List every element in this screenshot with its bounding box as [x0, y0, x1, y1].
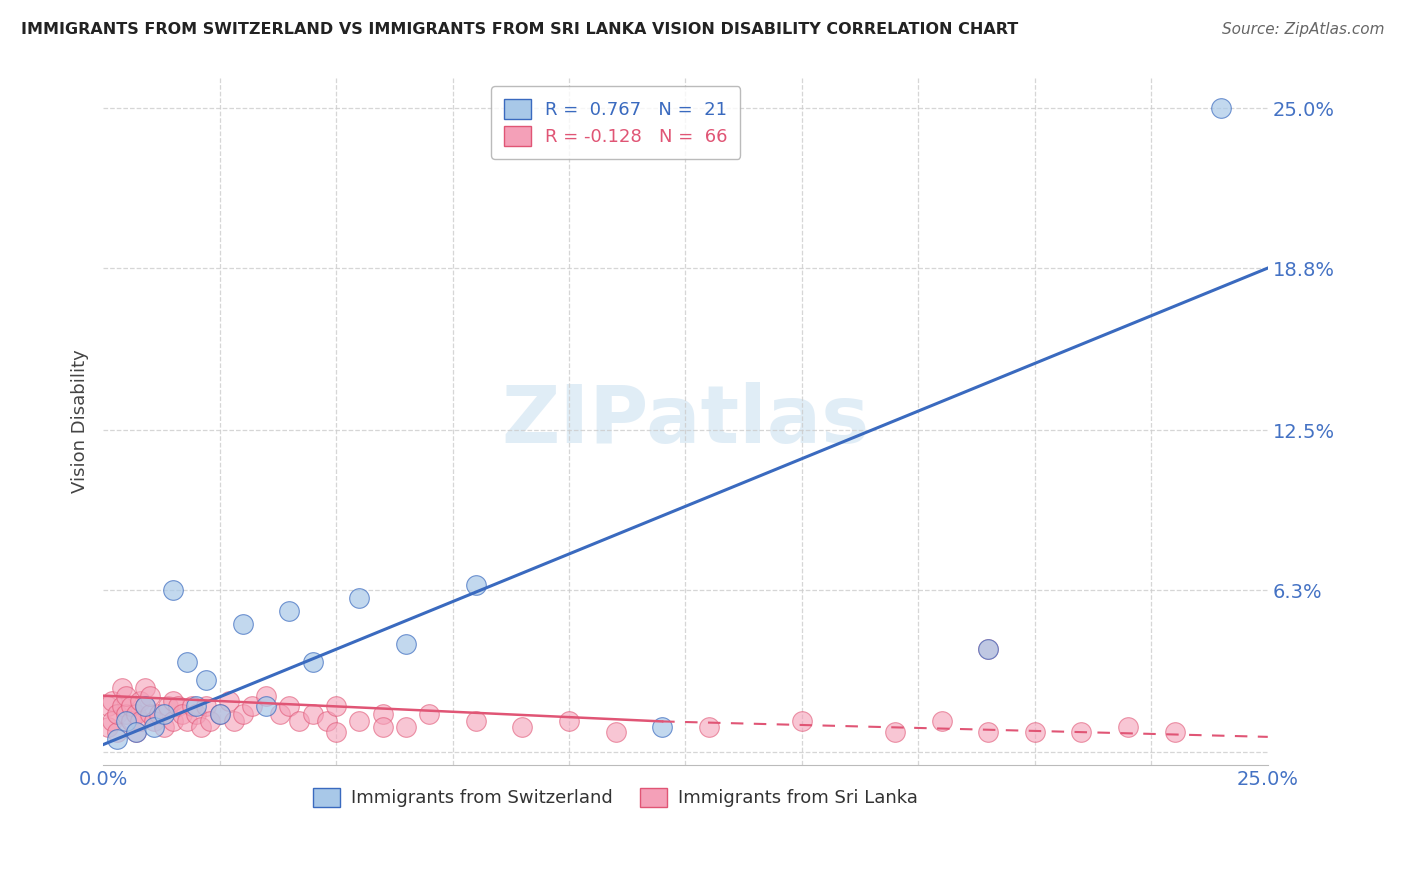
- Text: IMMIGRANTS FROM SWITZERLAND VS IMMIGRANTS FROM SRI LANKA VISION DISABILITY CORRE: IMMIGRANTS FROM SWITZERLAND VS IMMIGRANT…: [21, 22, 1018, 37]
- Point: [288, 714, 311, 729]
- Point: [349, 591, 371, 605]
- Point: [97, 698, 120, 713]
- Point: [176, 655, 198, 669]
- Point: [105, 732, 128, 747]
- Point: [301, 655, 323, 669]
- Point: [134, 698, 156, 713]
- Point: [125, 724, 148, 739]
- Point: [105, 724, 128, 739]
- Point: [105, 706, 128, 721]
- Point: [166, 698, 188, 713]
- Point: [143, 714, 166, 729]
- Point: [325, 698, 347, 713]
- Point: [115, 706, 138, 721]
- Point: [232, 616, 254, 631]
- Point: [200, 714, 222, 729]
- Point: [605, 724, 627, 739]
- Point: [1024, 724, 1046, 739]
- Point: [697, 720, 720, 734]
- Point: [651, 720, 673, 734]
- Point: [138, 706, 160, 721]
- Point: [129, 694, 152, 708]
- Point: [1211, 101, 1233, 115]
- Point: [325, 724, 347, 739]
- Point: [1116, 720, 1139, 734]
- Point: [120, 698, 142, 713]
- Point: [180, 698, 202, 713]
- Point: [977, 724, 1000, 739]
- Point: [977, 642, 1000, 657]
- Point: [162, 694, 184, 708]
- Point: [418, 706, 440, 721]
- Point: [115, 689, 138, 703]
- Point: [111, 698, 134, 713]
- Point: [208, 706, 231, 721]
- Point: [125, 724, 148, 739]
- Point: [371, 720, 394, 734]
- Point: [186, 698, 208, 713]
- Point: [143, 720, 166, 734]
- Point: [278, 698, 301, 713]
- Point: [208, 706, 231, 721]
- Point: [790, 714, 813, 729]
- Point: [97, 720, 120, 734]
- Y-axis label: Vision Disability: Vision Disability: [72, 350, 89, 493]
- Point: [254, 698, 277, 713]
- Point: [977, 642, 1000, 657]
- Point: [464, 714, 486, 729]
- Point: [884, 724, 907, 739]
- Point: [101, 694, 124, 708]
- Point: [134, 681, 156, 695]
- Point: [194, 698, 217, 713]
- Point: [152, 706, 174, 721]
- Point: [148, 706, 170, 721]
- Point: [218, 694, 240, 708]
- Point: [101, 714, 124, 729]
- Text: Source: ZipAtlas.com: Source: ZipAtlas.com: [1222, 22, 1385, 37]
- Point: [558, 714, 581, 729]
- Point: [931, 714, 953, 729]
- Point: [111, 681, 134, 695]
- Point: [162, 582, 184, 597]
- Point: [194, 673, 217, 688]
- Point: [129, 714, 152, 729]
- Point: [190, 720, 212, 734]
- Point: [1070, 724, 1092, 739]
- Point: [254, 689, 277, 703]
- Point: [125, 706, 148, 721]
- Point: [152, 720, 174, 734]
- Point: [512, 720, 534, 734]
- Point: [162, 714, 184, 729]
- Point: [464, 578, 486, 592]
- Point: [186, 706, 208, 721]
- Point: [395, 637, 418, 651]
- Point: [138, 689, 160, 703]
- Text: ZIPatlas: ZIPatlas: [502, 383, 869, 460]
- Point: [232, 706, 254, 721]
- Point: [120, 714, 142, 729]
- Point: [1163, 724, 1185, 739]
- Point: [222, 714, 245, 729]
- Point: [157, 698, 180, 713]
- Point: [176, 714, 198, 729]
- Point: [371, 706, 394, 721]
- Point: [134, 698, 156, 713]
- Point: [349, 714, 371, 729]
- Point: [269, 706, 291, 721]
- Legend: Immigrants from Switzerland, Immigrants from Sri Lanka: Immigrants from Switzerland, Immigrants …: [307, 780, 925, 814]
- Point: [395, 720, 418, 734]
- Point: [278, 604, 301, 618]
- Point: [115, 714, 138, 729]
- Point: [315, 714, 337, 729]
- Point: [240, 698, 263, 713]
- Point: [301, 706, 323, 721]
- Point: [172, 706, 194, 721]
